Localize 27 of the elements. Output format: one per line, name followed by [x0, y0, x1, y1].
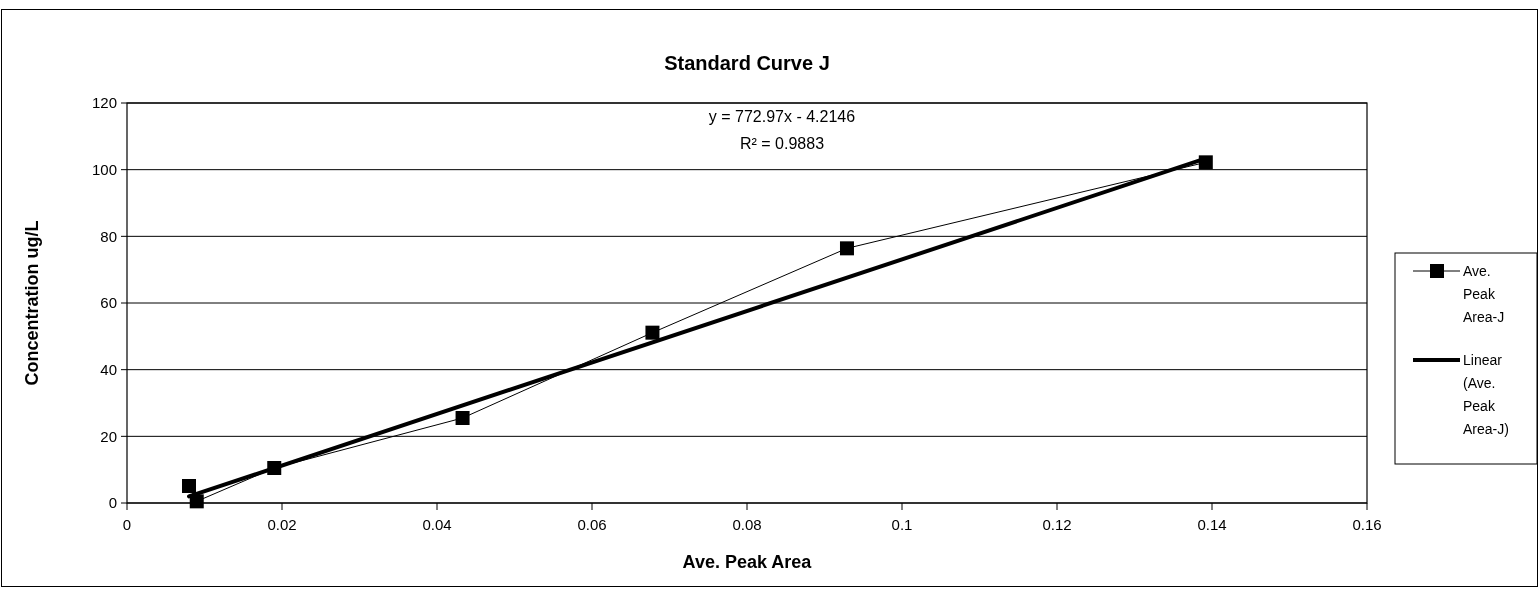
y-tick-label: 0: [108, 494, 117, 512]
x-tick-label: 0.02: [267, 516, 297, 533]
annotation: R² = 0.9883: [739, 135, 825, 152]
legend-label: Linear (Ave. Peak Area-J): [1463, 351, 1509, 437]
y-tick-label: 40: [100, 360, 117, 378]
y-tick-label: 80: [100, 227, 117, 245]
annotation: y = 772.97x - 4.2146: [708, 108, 856, 125]
x-tick-label: 0.04: [422, 516, 452, 533]
x-tick-label: 0.1: [891, 516, 913, 533]
point: [455, 411, 470, 425]
x-tick-label: 0.06: [577, 516, 607, 533]
chart-title: Standard Curve J: [664, 52, 830, 74]
y-tick-label: 100: [91, 160, 117, 178]
legend-label: Ave. Peak Area-J: [1463, 262, 1505, 325]
x-tick-label: 0.12: [1042, 516, 1072, 533]
x-tick-label: 0.14: [1197, 516, 1227, 533]
y-tick-label: 120: [91, 94, 117, 112]
y-tick-label: 20: [100, 427, 117, 445]
x-tick-label: 0.08: [732, 516, 762, 533]
x-tick-label: 0.16: [1352, 516, 1382, 533]
y-tick-label: 60: [100, 294, 117, 312]
x-tick-label: 0: [122, 516, 132, 533]
point: [645, 325, 660, 340]
x-axis-title: Ave. Peak Area: [682, 552, 813, 572]
point: [839, 241, 854, 256]
y-axis-title: Concentration ug/L: [22, 220, 42, 386]
point: [182, 479, 196, 493]
